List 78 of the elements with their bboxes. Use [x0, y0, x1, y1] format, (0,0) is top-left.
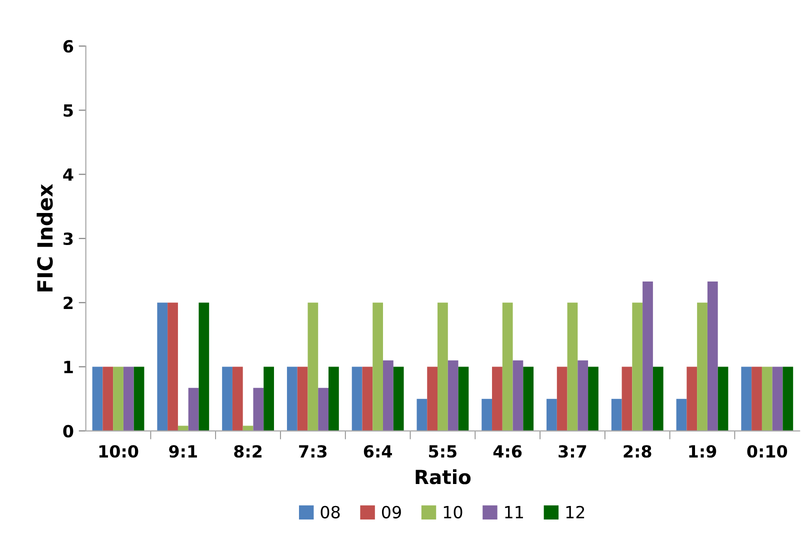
bar	[232, 366, 243, 431]
bar	[222, 366, 232, 431]
bar	[318, 388, 328, 431]
bar	[588, 366, 598, 431]
legend-label: 09	[382, 506, 401, 518]
bar	[438, 302, 448, 431]
bar	[546, 398, 557, 431]
bar	[416, 398, 428, 431]
bar	[686, 366, 698, 431]
bar	[134, 366, 144, 431]
bar	[253, 388, 264, 431]
y-tick-label: 2	[64, 296, 73, 309]
y-tick-label: 0	[63, 424, 74, 438]
bar	[308, 302, 318, 431]
bar	[523, 366, 534, 431]
bar	[458, 366, 469, 431]
bar	[741, 366, 752, 431]
legend-label: 11	[505, 506, 523, 518]
bar	[328, 366, 339, 431]
bar	[642, 281, 653, 431]
bar	[352, 366, 362, 431]
bar	[502, 302, 513, 431]
bar	[482, 398, 492, 431]
bar	[718, 366, 728, 431]
legend-label: 10	[444, 506, 462, 518]
y-tick-label: 6	[63, 40, 74, 53]
bar	[567, 302, 578, 431]
bar	[772, 366, 783, 431]
x-tick-label: 0:10	[747, 445, 788, 458]
bar	[264, 366, 274, 431]
bar	[556, 366, 568, 431]
x-tick-label: 3:7	[558, 445, 586, 458]
bar	[652, 366, 664, 431]
bar	[286, 366, 298, 431]
bar	[92, 366, 103, 431]
bar	[492, 366, 502, 431]
x-tick-label: 9:1	[169, 445, 197, 458]
bar	[752, 366, 762, 431]
bar	[611, 398, 622, 431]
y-axis-title: FIC Index	[36, 184, 53, 292]
bar	[168, 302, 178, 431]
bar	[102, 366, 114, 431]
bar	[157, 302, 168, 431]
bar	[762, 366, 772, 431]
bar	[393, 366, 404, 431]
x-tick-label: 5:5	[429, 445, 456, 458]
y-tick-label: 5	[64, 104, 73, 117]
bar	[697, 302, 708, 431]
x-axis-title: Ratio	[416, 469, 471, 484]
bar	[297, 366, 308, 431]
x-tick-label: 10:0	[99, 445, 138, 458]
bar	[362, 366, 373, 431]
x-tick-label: 4:6	[493, 445, 522, 458]
bar	[448, 360, 458, 431]
x-tick-label: 7:3	[299, 445, 327, 458]
bar	[707, 281, 718, 431]
bar	[622, 366, 632, 431]
bar	[372, 302, 384, 431]
x-tick-label: 1:9	[689, 445, 716, 458]
x-tick-label: 2:8	[624, 445, 652, 458]
legend-label: 12	[566, 506, 584, 518]
bar	[113, 366, 124, 431]
bar	[198, 302, 210, 431]
bar	[383, 360, 394, 431]
bar	[427, 366, 438, 431]
bar	[123, 366, 134, 431]
bar	[632, 302, 643, 431]
y-tick-label: 1	[64, 360, 73, 374]
legend-label: 08	[320, 506, 340, 518]
bar	[782, 366, 794, 431]
bar	[512, 360, 524, 431]
bar	[578, 360, 588, 431]
y-tick-label: 3	[64, 232, 73, 246]
x-tick-label: 8:2	[234, 445, 262, 458]
bar	[188, 388, 199, 431]
x-tick-label: 6:4	[364, 445, 392, 458]
y-tick-label: 4	[63, 168, 74, 181]
bar	[676, 398, 687, 431]
